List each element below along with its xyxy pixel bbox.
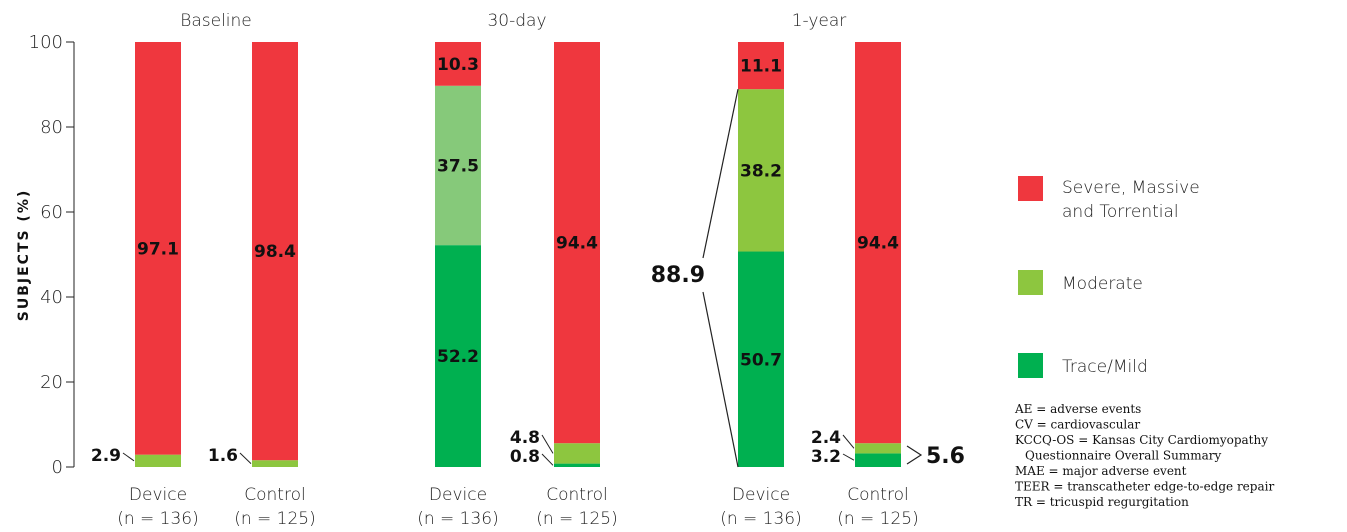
callout-line — [702, 291, 739, 468]
abbreviation-line: TR = tricuspid regurgitation — [1015, 495, 1189, 509]
category-n-label: (n = 125) — [837, 509, 919, 529]
callout-line — [702, 89, 739, 259]
callout-label: 5.6 — [926, 444, 965, 469]
bar-segment — [135, 42, 181, 455]
bar-segment — [855, 443, 901, 454]
category-label: Control — [546, 485, 607, 505]
leader-line — [842, 434, 855, 449]
category-label: Control — [847, 485, 908, 505]
bar-segment — [855, 453, 901, 467]
data-label: 50.7 — [740, 350, 782, 370]
category-label: Device — [129, 485, 187, 505]
legend-swatch — [1018, 176, 1043, 201]
legend-label: and Torrential — [1062, 202, 1179, 222]
legend-label: Moderate — [1062, 274, 1143, 294]
bar-segment — [554, 443, 600, 464]
data-label: 94.4 — [556, 234, 598, 254]
legend-label: Trace/Mild — [1062, 357, 1148, 377]
bar-segment — [435, 85, 481, 246]
category-n-label: (n = 136) — [417, 509, 499, 529]
y-tick-label: 60 — [40, 202, 63, 223]
legend-swatch — [1018, 270, 1043, 295]
group-label: 1-year — [792, 11, 847, 31]
y-tick-label: 0 — [52, 457, 63, 478]
bar-segment — [738, 89, 784, 252]
callout-label: 88.9 — [651, 263, 705, 288]
data-label: 1.6 — [208, 446, 238, 466]
leader-line — [541, 453, 554, 466]
legend-swatch — [1018, 353, 1043, 378]
data-label: 2.4 — [811, 428, 841, 448]
leader-line — [239, 452, 252, 464]
data-label: 37.5 — [437, 156, 479, 176]
category-label: Device — [429, 485, 487, 505]
bar-segment — [135, 454, 181, 467]
bar-segment — [435, 245, 481, 467]
bar-segment — [738, 42, 784, 90]
bar-segment — [554, 463, 600, 467]
data-label: 94.4 — [857, 234, 899, 254]
legend-label: Severe, Massive — [1062, 178, 1200, 198]
leader-line — [842, 453, 855, 461]
bar-segment — [855, 42, 901, 444]
y-tick-label: 80 — [40, 117, 63, 138]
category-label: Device — [732, 485, 790, 505]
bar-segment — [554, 42, 600, 444]
data-label: 38.2 — [740, 161, 782, 181]
data-label: 3.2 — [811, 447, 841, 467]
abbreviation-line: CV = cardiovascular — [1015, 418, 1140, 432]
bar-segment — [435, 42, 481, 86]
abbreviation-line: Questionnaire Overall Summary — [1025, 449, 1222, 463]
data-label: 10.3 — [437, 55, 479, 75]
callout-bracket — [906, 445, 923, 465]
abbreviation-line: MAE = major adverse event — [1015, 464, 1187, 478]
group-label: Baseline — [180, 11, 252, 31]
leader-line — [541, 434, 554, 454]
data-label: 11.1 — [740, 57, 782, 77]
y-axis-label: SUBJECTS (%) — [16, 189, 32, 322]
bar-segment — [252, 460, 298, 467]
data-label: 4.8 — [510, 428, 540, 448]
data-label: 0.8 — [510, 447, 540, 467]
category-n-label: (n = 136) — [117, 509, 199, 529]
category-label: Control — [244, 485, 305, 505]
abbreviation-line: KCCQ-OS = Kansas City Cardiomyopathy — [1015, 433, 1268, 447]
leader-line — [122, 452, 135, 462]
category-n-label: (n = 125) — [536, 509, 618, 529]
group-label: 30-day — [487, 11, 546, 31]
y-tick-label: 20 — [40, 372, 63, 393]
y-tick-label: 100 — [29, 32, 63, 53]
abbreviation-line: TEER = transcatheter edge-to-edge repair — [1015, 480, 1274, 494]
bar-segment — [252, 42, 298, 461]
bar-segment — [738, 251, 784, 467]
data-label: 97.1 — [137, 239, 179, 259]
data-label: 52.2 — [437, 347, 479, 367]
data-label: 2.9 — [91, 446, 121, 466]
data-label: 98.4 — [254, 242, 296, 262]
abbreviation-line: AE = adverse events — [1014, 402, 1141, 416]
y-tick-label: 40 — [40, 287, 63, 308]
category-n-label: (n = 125) — [234, 509, 316, 529]
category-n-label: (n = 136) — [720, 509, 802, 529]
